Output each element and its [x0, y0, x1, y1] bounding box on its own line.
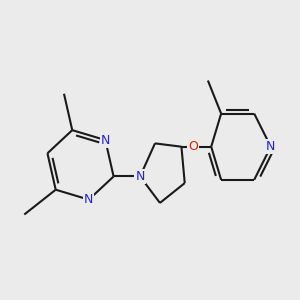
- Text: N: N: [84, 193, 94, 206]
- Text: N: N: [266, 140, 275, 153]
- Text: N: N: [135, 170, 145, 183]
- Text: N: N: [100, 134, 110, 147]
- Text: O: O: [188, 140, 198, 153]
